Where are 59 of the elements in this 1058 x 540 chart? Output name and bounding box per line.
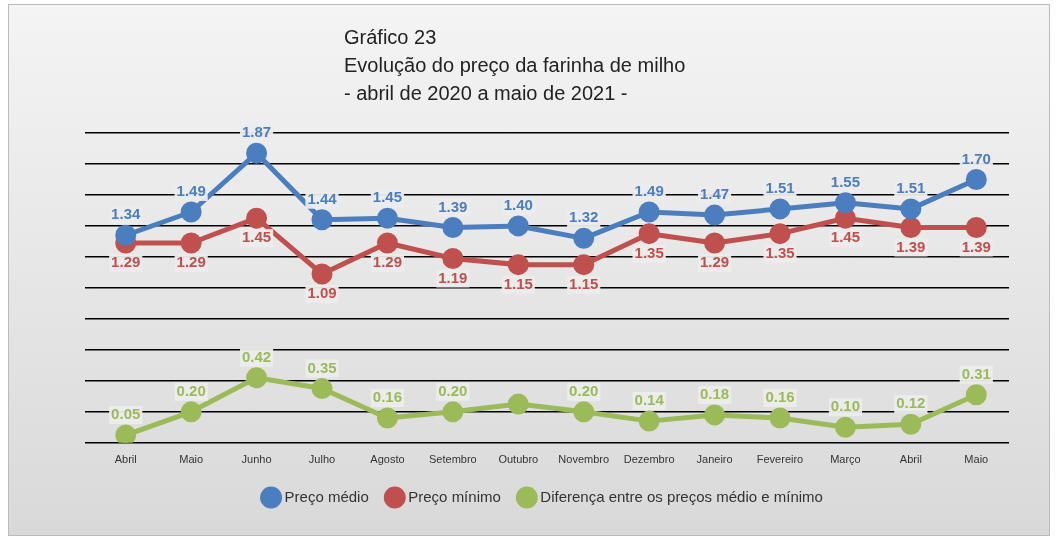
x-tick-label: Março [830,453,861,466]
data-label: 1.15 [503,274,533,292]
data-label: 1.35 [634,243,664,261]
x-tick-label: Abril [899,453,922,466]
data-label: 1.29 [372,253,403,271]
data-label: 1.39 [896,237,926,255]
data-label: 1.47 [699,185,730,203]
data-label: 1.70 [961,149,991,167]
x-tick-label: Outubro [498,453,539,466]
data-label: 0.16 [765,388,795,406]
data-label: 1.45 [241,228,272,246]
data-label: 0.31 [961,364,991,382]
data-label: 1.29 [111,253,141,271]
data-label: 1.44 [307,189,338,207]
data-label: 0.14 [634,391,665,409]
data-label: 1.09 [307,284,337,302]
x-tick-label: Maio [179,453,204,466]
x-tick-label: Janeiro [696,453,733,466]
data-label: 1.87 [241,123,272,141]
data-label: 1.15 [569,274,599,292]
data-label: 0.10 [830,397,861,415]
data-label: 1.51 [896,179,926,197]
x-tick-label: Abril [114,453,137,466]
x-tick-label: Julho [308,453,336,466]
data-label: 1.39 [961,237,991,255]
x-tick-label: Agosto [370,453,405,466]
chart-title: Gráfico 23 Evolução do preço da farinha de milho - abril de 2020 a maio de 2021 - [344,25,686,106]
legend-label: Diferença entre os preços médio e mínimo [540,487,823,505]
data-label: 0.16 [372,388,403,406]
data-label: 1.34 [111,205,141,223]
x-tick-label: Setembro [429,453,477,466]
data-label: 1.19 [438,268,468,286]
data-label: 1.40 [503,196,533,214]
data-label: 0.35 [307,358,337,376]
data-label: 0.18 [699,385,730,403]
data-label: 1.32 [569,208,599,226]
x-tick-label: Dezembro [623,453,675,466]
data-label: 1.29 [176,253,206,271]
data-label: 1.51 [765,179,795,197]
data-label: 0.12 [896,394,926,412]
data-label: 0.20 [569,381,599,399]
data-label: 1.49 [176,182,206,200]
data-label: 1.29 [699,253,730,271]
data-label: 1.45 [372,188,403,206]
data-label: 0.42 [241,347,272,365]
data-label: 1.39 [438,197,468,215]
x-tick-label: Novembro [558,453,610,466]
data-label: 1.45 [830,228,861,246]
x-tick-label: Maio [964,453,989,466]
data-label: 0.05 [111,405,141,423]
data-label: 1.35 [765,243,795,261]
data-label: 0.20 [438,381,468,399]
data-label: 1.55 [830,172,861,190]
legend-label: Preço médio [284,487,369,505]
data-label: 0.20 [176,381,206,399]
data-label: 1.49 [634,182,664,200]
legend-label: Preço mínimo [408,487,501,505]
x-tick-label: Junho [241,453,272,466]
x-tick-label: Fevereiro [756,453,804,466]
